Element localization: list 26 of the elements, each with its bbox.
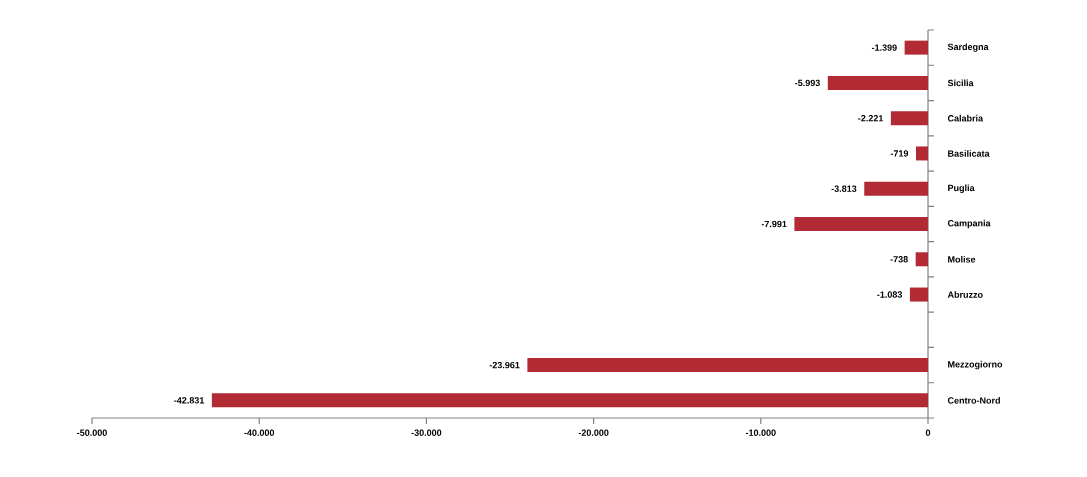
data-label: -3.813 xyxy=(831,185,857,192)
x-tick-label: -50.000 xyxy=(77,429,107,436)
y-tick-label: Basilicata xyxy=(948,150,990,157)
y-tick-label: Centro-Nord xyxy=(947,397,1000,404)
data-label: -719 xyxy=(890,150,909,157)
y-tick-label: Campania xyxy=(947,219,991,229)
data-label: -1.083 xyxy=(877,291,903,298)
data-label: -42.831 xyxy=(174,397,205,404)
x-tick-label: -40.000 xyxy=(244,429,275,436)
data-label: -7.991 xyxy=(761,220,787,228)
data-label: -5.993 xyxy=(795,79,820,87)
y-tick-label: Calabria xyxy=(947,114,984,122)
y-tick-label: Sardegna xyxy=(947,43,989,52)
x-tick-label: 0 xyxy=(925,429,931,436)
data-label: -23.961 xyxy=(489,361,520,369)
y-tick-label: Puglia xyxy=(948,184,975,193)
data-label: -738 xyxy=(890,256,908,263)
y-tick-label: Molise xyxy=(948,255,976,263)
x-tick-label: -20.000 xyxy=(578,429,609,436)
data-label: -2.221 xyxy=(858,115,884,122)
x-tick-label: -30.000 xyxy=(411,429,442,436)
y-tick-label: Sicilia xyxy=(947,79,974,87)
x-tick-label: -10.000 xyxy=(745,429,776,436)
y-tick-label: Abruzzo xyxy=(947,291,983,298)
data-label: -1.399 xyxy=(871,44,897,51)
y-tick-label: Mezzogiorno xyxy=(948,360,1003,370)
